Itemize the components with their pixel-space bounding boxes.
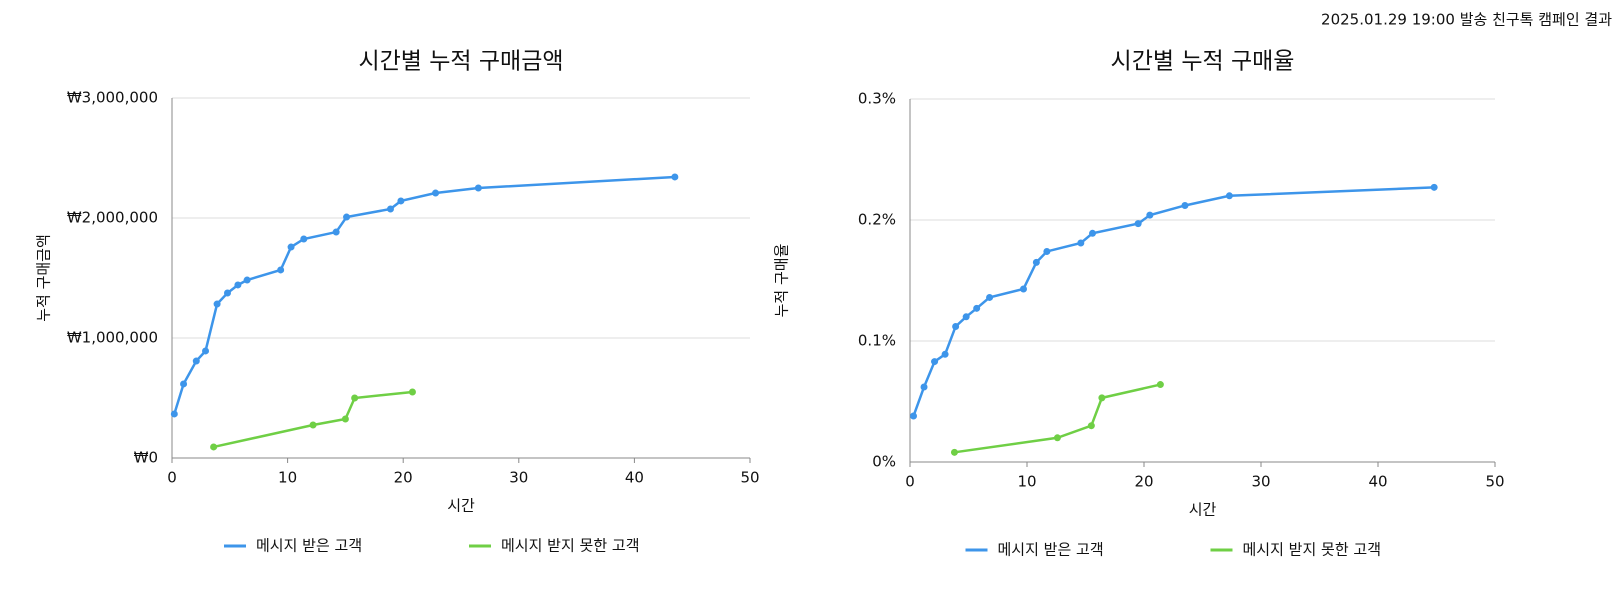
data-point (671, 173, 679, 181)
data-point (1225, 192, 1233, 200)
data-point (474, 184, 482, 192)
data-point (1430, 183, 1438, 191)
x-axis-title: 시간 (447, 497, 475, 515)
data-point (1043, 247, 1051, 255)
legend-label: 메시지 받지 못한 고객 (501, 537, 640, 555)
y-tick-label: ₩0 (134, 449, 158, 467)
data-point (309, 421, 317, 429)
data-point (931, 358, 939, 366)
chart-title: 시간별 누적 구매율 (1111, 49, 1295, 75)
data-point (986, 293, 994, 301)
data-point (192, 357, 200, 365)
data-point (910, 412, 918, 420)
data-point (962, 313, 970, 321)
data-point (1053, 434, 1061, 442)
x-tick-label: 30 (1251, 473, 1270, 491)
y-tick-label: 0.2% (858, 211, 896, 229)
data-point (341, 415, 349, 423)
y-tick-label: ₩2,000,000 (67, 209, 158, 227)
data-point (180, 380, 188, 388)
series-line (173, 175, 675, 415)
x-tick-label: 20 (394, 469, 413, 487)
data-point (950, 448, 958, 456)
y-tick-label: ₩3,000,000 (67, 89, 158, 107)
x-tick-label: 30 (509, 469, 528, 487)
data-point (920, 383, 928, 391)
data-point (941, 350, 949, 358)
series-line (912, 186, 1435, 417)
data-point (234, 281, 242, 289)
data-point (408, 388, 416, 396)
data-point (1089, 229, 1097, 237)
y-tick-label: 0.3% (858, 90, 896, 108)
data-point (1134, 220, 1142, 228)
x-tick-label: 50 (740, 469, 759, 487)
data-point (1098, 394, 1106, 402)
legend-label: 메시지 받지 못한 고객 (1243, 541, 1382, 559)
x-axis-title: 시간 (1189, 501, 1217, 519)
data-point (1032, 258, 1040, 266)
caption: 2025.01.29 19:00 발송 친구톡 캠페인 결과 (1321, 11, 1612, 29)
y-axis-title: 누적 구매율 (773, 244, 791, 318)
data-point (243, 276, 251, 284)
data-point (1019, 285, 1027, 293)
data-point (287, 243, 295, 251)
legend-label: 메시지 받은 고객 (998, 541, 1104, 559)
data-point (170, 410, 178, 418)
series-line (213, 390, 413, 449)
data-point (973, 304, 981, 312)
data-point (277, 266, 285, 274)
data-point (1077, 239, 1085, 247)
data-point (1146, 211, 1154, 219)
y-tick-label: 0% (872, 453, 896, 471)
y-tick-label: ₩1,000,000 (67, 329, 158, 347)
data-point (202, 347, 210, 355)
series-line (954, 383, 1161, 454)
x-tick-label: 0 (905, 473, 915, 491)
x-tick-label: 10 (278, 469, 297, 487)
data-point (343, 213, 351, 221)
data-point (1181, 201, 1189, 209)
legend-label: 메시지 받은 고객 (256, 537, 362, 555)
data-point (397, 197, 405, 205)
data-point (210, 443, 218, 451)
x-tick-label: 20 (1134, 473, 1153, 491)
data-point (432, 189, 440, 197)
data-point (223, 289, 231, 297)
y-axis-title: 누적 구매금액 (35, 234, 53, 322)
x-tick-label: 40 (1368, 473, 1387, 491)
x-tick-label: 10 (1017, 473, 1036, 491)
data-point (952, 322, 960, 330)
data-point (213, 300, 221, 308)
x-tick-label: 40 (625, 469, 644, 487)
data-point (386, 205, 394, 213)
x-tick-label: 0 (167, 469, 177, 487)
x-tick-label: 50 (1485, 473, 1504, 491)
chart-title: 시간별 누적 구매금액 (358, 49, 563, 75)
y-tick-label: 0.1% (858, 332, 896, 350)
data-point (1087, 422, 1095, 430)
data-point (332, 228, 340, 236)
data-point (1156, 381, 1164, 389)
data-point (351, 394, 359, 402)
data-point (300, 235, 308, 243)
